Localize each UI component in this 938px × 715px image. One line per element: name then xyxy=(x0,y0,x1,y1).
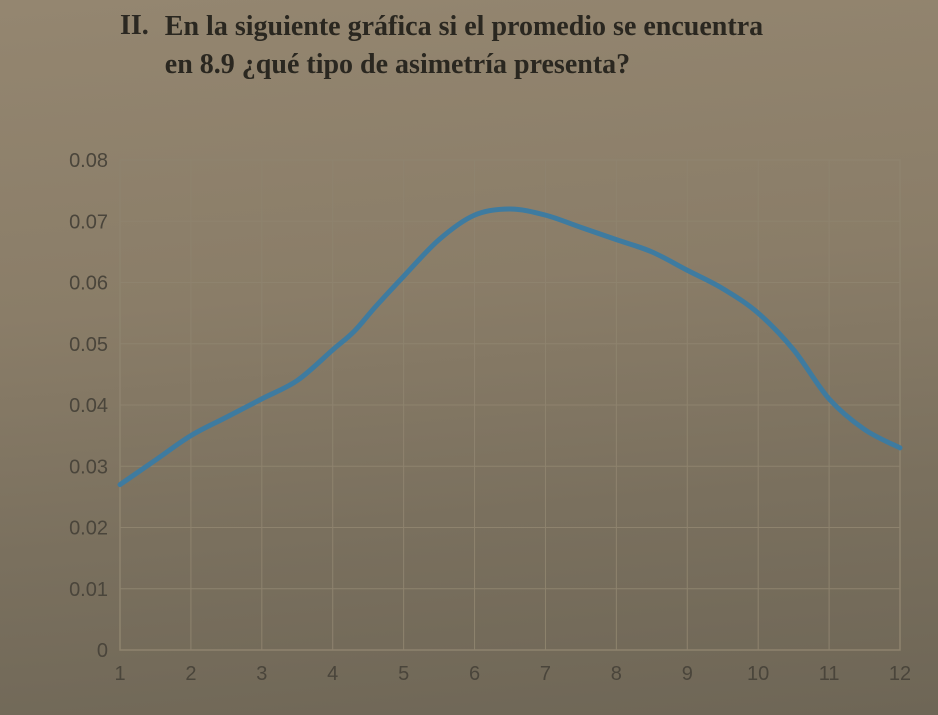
x-tick-label: 8 xyxy=(611,663,622,685)
y-tick-label: 0.04 xyxy=(69,395,108,417)
page: II. En la siguiente gráfica si el promed… xyxy=(0,0,938,715)
y-tick-label: 0.08 xyxy=(69,150,108,172)
question-block: II. En la siguiente gráfica si el promed… xyxy=(120,8,898,84)
x-tick-label: 10 xyxy=(747,663,769,685)
x-tick-label: 9 xyxy=(682,663,693,685)
y-tick-label: 0.01 xyxy=(69,579,108,601)
y-tick-label: 0 xyxy=(97,640,108,662)
x-tick-label: 6 xyxy=(469,663,480,685)
y-tick-label: 0.03 xyxy=(69,456,108,478)
question-number: II. xyxy=(120,8,149,44)
x-tick-label: 11 xyxy=(819,663,840,685)
x-tick-label: 1 xyxy=(114,663,125,685)
question-line-1: En la siguiente gráfica si el promedio s… xyxy=(165,8,763,46)
y-tick-label: 0.07 xyxy=(69,211,108,233)
question-text-wrap: En la siguiente gráfica si el promedio s… xyxy=(165,8,763,84)
x-tick-label: 4 xyxy=(327,663,338,685)
x-tick-label: 12 xyxy=(889,663,910,685)
chart-container: 00.010.020.030.040.050.060.070.081234567… xyxy=(40,150,910,700)
line-chart: 00.010.020.030.040.050.060.070.081234567… xyxy=(40,150,910,700)
x-tick-label: 3 xyxy=(256,663,267,685)
question-row: II. En la siguiente gráfica si el promed… xyxy=(120,8,898,84)
data-line xyxy=(120,209,900,485)
x-tick-label: 7 xyxy=(540,663,551,685)
x-tick-label: 2 xyxy=(185,663,196,685)
y-tick-label: 0.06 xyxy=(69,273,108,295)
x-tick-label: 5 xyxy=(398,663,409,685)
y-tick-label: 0.05 xyxy=(69,334,108,356)
y-tick-label: 0.02 xyxy=(69,518,108,540)
question-line-2: en 8.9 ¿qué tipo de asimetría presenta? xyxy=(165,46,763,84)
